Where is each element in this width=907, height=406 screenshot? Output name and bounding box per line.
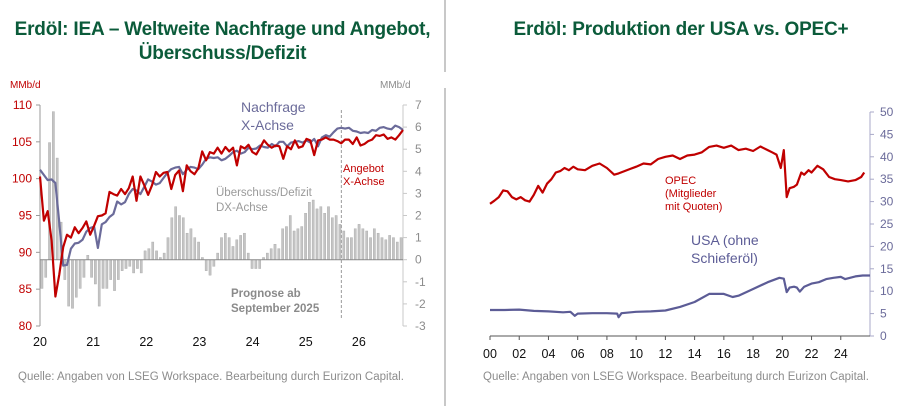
left-chart: MMb/d MMb/d80859095100105110-3-2-10123456… xyxy=(10,80,426,349)
x-tick-label: 06 xyxy=(571,347,585,360)
left-y-tick-label: 90 xyxy=(19,245,33,259)
usa-label-line-2: Schieferöl) xyxy=(691,250,758,266)
right-y-tick-label: -2 xyxy=(415,297,426,311)
x-tick-label: 00 xyxy=(483,347,497,360)
y-tick-label: 30 xyxy=(880,195,894,209)
left-source-note: Quelle: Angaben von LSEG Workspace. Bear… xyxy=(18,371,404,383)
x-tick-label: 18 xyxy=(746,347,760,360)
right-y-tick-label: -3 xyxy=(415,319,426,333)
usa-label-line-1: USA (ohne xyxy=(691,232,759,248)
demand-label-line-1: Nachfrage xyxy=(241,99,306,115)
right-y-tick-label: 1 xyxy=(415,231,422,245)
right-y-tick-label: 4 xyxy=(415,164,422,178)
x-tick-label: 14 xyxy=(688,347,702,360)
demand-line xyxy=(39,124,404,267)
x-tick-label: 26 xyxy=(352,335,366,349)
supply-line xyxy=(38,129,404,298)
left-title-line-1: Erdöl: IEA – Weltweite Nachfrage und Ang… xyxy=(14,19,431,40)
x-tick-label: 24 xyxy=(246,335,260,349)
panel-divider-bottom xyxy=(444,88,446,406)
right-y-tick-label: 2 xyxy=(415,209,422,223)
x-tick-label: 24 xyxy=(834,347,848,360)
left-y-tick-label: 80 xyxy=(19,319,33,333)
y-tick-label: 25 xyxy=(880,217,894,231)
y-tick-label: 20 xyxy=(880,239,894,253)
y-tick-label: 40 xyxy=(880,150,894,164)
x-tick-label: 04 xyxy=(542,347,556,360)
left-y-tick-label: 85 xyxy=(19,282,33,296)
y-tick-label: 35 xyxy=(880,172,894,186)
x-tick-label: 21 xyxy=(86,335,100,349)
right-y-tick-label: 3 xyxy=(415,186,422,200)
x-tick-label: 22 xyxy=(139,335,153,349)
y-tick-label: 5 xyxy=(880,307,887,321)
left-y-tick-label: 95 xyxy=(19,209,33,223)
right-y-tick-label: 0 xyxy=(415,253,422,267)
x-tick-label: 16 xyxy=(717,347,731,360)
opec-label-line-2: (Mitglieder xyxy=(665,188,717,200)
opec-label-line-3: mit Quoten) xyxy=(665,201,722,213)
right-y-tick-label: 6 xyxy=(415,120,422,134)
right-chart: 0 5 10 15 20 25 30 35 40 45 50 00 02 04 06 08 10 12 14 16 18… xyxy=(483,105,894,360)
left-y-unit: MMb/d xyxy=(10,80,41,91)
right-y-unit: MMb/d xyxy=(380,80,411,91)
supply-label-line-2: X-Achse xyxy=(343,176,385,188)
x-tick-label: 20 xyxy=(775,347,789,360)
forecast-label-line-1: Prognose ab xyxy=(231,288,301,300)
opec-label-line-1: OPEC xyxy=(665,175,696,187)
usa-line xyxy=(490,274,870,319)
opec-line xyxy=(489,144,866,205)
x-tick-label: 02 xyxy=(512,347,526,360)
panel-divider-top xyxy=(444,0,446,72)
balance-label-line-2: DX-Achse xyxy=(216,202,268,214)
right-source-note: Quelle: Angaben von LSEG Workspace. Bear… xyxy=(483,371,869,383)
demand-label-line-2: X-Achse xyxy=(241,117,294,133)
x-tick-label: 08 xyxy=(600,347,614,360)
y-tick-label: 15 xyxy=(880,262,894,276)
left-y-tick-label: 105 xyxy=(12,135,32,149)
x-tick-label: 10 xyxy=(629,347,643,360)
x-tick-label: 20 xyxy=(33,335,47,349)
right-y-tick-label: -1 xyxy=(415,275,426,289)
left-y-tick-label: 100 xyxy=(12,172,32,186)
x-tick-label: 12 xyxy=(658,347,672,360)
right-y-tick-label: 5 xyxy=(415,142,422,156)
left-y-tick-label: 110 xyxy=(13,98,32,112)
supply-label-line-1: Angebot xyxy=(343,163,384,175)
x-tick-label: 22 xyxy=(805,347,819,360)
y-tick-label: 45 xyxy=(880,127,894,141)
y-tick-label: 0 xyxy=(880,329,887,343)
y-tick-label: 10 xyxy=(880,284,894,298)
right-chart-title: Erdöl: Produktion der USA vs. OPEC+ xyxy=(513,19,849,40)
left-title-line-2: Überschuss/Defizit xyxy=(138,43,307,64)
balance-label-line-1: Überschuss/Defizit xyxy=(216,187,313,199)
x-tick-label: 23 xyxy=(192,335,206,349)
forecast-label-line-2: September 2025 xyxy=(231,303,320,315)
y-tick-label: 50 xyxy=(880,105,894,119)
x-tick-label: 25 xyxy=(299,335,313,349)
left-chart-title: Erdöl: IEA – Weltweite Nachfrage und Ang… xyxy=(0,18,445,66)
right-y-tick-label: 7 xyxy=(415,98,422,112)
